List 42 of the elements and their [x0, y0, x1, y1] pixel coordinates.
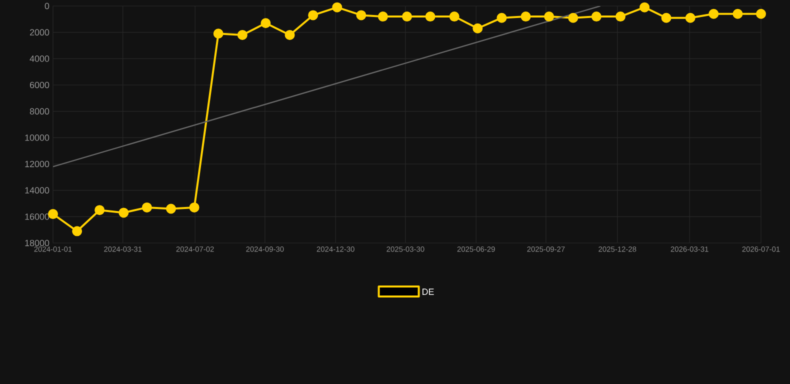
legend-label: DE	[422, 288, 434, 295]
y-tick-label: 16000	[25, 213, 50, 220]
point	[142, 202, 152, 212]
point	[591, 12, 602, 22]
point	[615, 12, 626, 22]
point	[708, 8, 719, 19]
y-tick-label: 2000	[30, 29, 50, 36]
point	[356, 10, 366, 20]
point	[284, 30, 295, 40]
point	[94, 205, 105, 216]
point	[685, 12, 696, 23]
point	[568, 12, 578, 23]
point	[425, 12, 436, 22]
point	[213, 28, 224, 39]
point	[544, 12, 554, 22]
y-tick-label: 12000	[25, 160, 50, 168]
point	[308, 10, 318, 20]
y-tick-label: 14000	[25, 187, 50, 194]
y-tick-label: 18000	[25, 240, 50, 246]
point	[661, 12, 672, 23]
point	[496, 12, 507, 23]
point	[756, 8, 766, 19]
point	[378, 12, 388, 22]
y-tick-label: 8000	[30, 108, 50, 115]
y-tick-label: 10000	[25, 134, 50, 141]
point	[732, 8, 743, 19]
point	[237, 30, 248, 40]
point	[260, 18, 271, 28]
point	[640, 2, 650, 12]
y-tick-label: 6000	[30, 82, 50, 88]
point	[449, 12, 460, 22]
point	[166, 204, 176, 214]
point	[520, 12, 531, 22]
point	[189, 202, 200, 212]
y-tick-label: 0	[44, 2, 50, 10]
point	[402, 12, 412, 22]
y-tick-label: 4000	[30, 55, 50, 62]
point	[72, 226, 82, 236]
point	[48, 209, 58, 220]
point	[472, 23, 483, 34]
point	[332, 2, 342, 12]
point	[118, 208, 129, 218]
